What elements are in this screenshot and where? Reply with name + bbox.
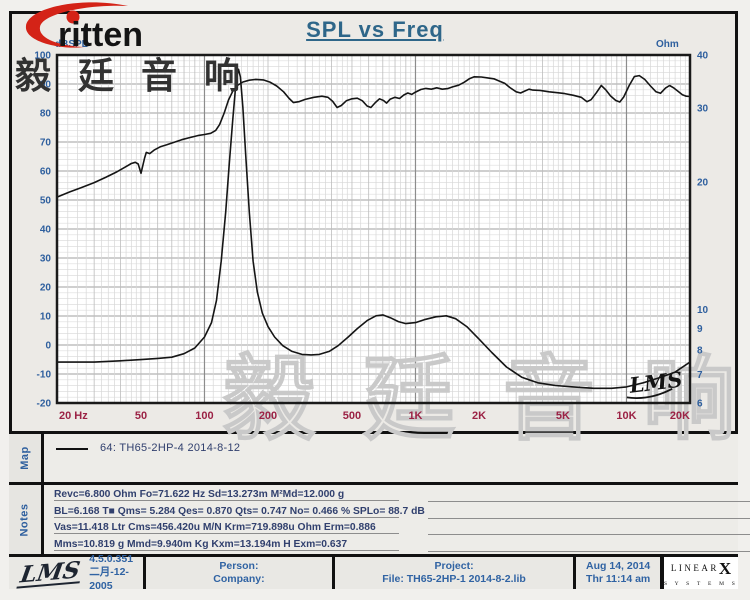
person-company-cell: Person: Company: [146, 557, 335, 589]
svg-text:100: 100 [34, 51, 51, 62]
svg-text:dBSPL: dBSPL [55, 39, 88, 50]
page-title: SPL vs Freq [306, 17, 444, 42]
svg-text:-10: -10 [37, 370, 52, 381]
linearx-wordmark: LINEAR X [671, 558, 731, 579]
svg-text:9: 9 [697, 324, 703, 335]
svg-text:60: 60 [40, 167, 52, 178]
notes-section: Notes Revc=6.800 Ohm Fo=71.622 Hz Sd=13.… [9, 482, 750, 556]
svg-text:20 Hz: 20 Hz [59, 410, 88, 422]
svg-text:7: 7 [697, 370, 703, 381]
lms-version-cell: LMS 4.5.0.351 二月-12-2005 [9, 553, 147, 592]
note-text: Revc=6.800 Ohm Fo=71.622 Hz Sd=13.273m M… [54, 489, 399, 501]
map-label-text: Map [19, 446, 31, 470]
note-text: BL=6.168 T■ Qms= 5.284 Qes= 0.870 Qts= 0… [54, 505, 425, 518]
note-row: Vas=11.418 Ltr Cms=456.420u M/N Krm=719.… [44, 522, 750, 539]
svg-text:20K: 20K [670, 410, 690, 422]
svg-text:20: 20 [697, 178, 709, 189]
date-time-cell: Aug 14, 2014 Thr 11:14 am [576, 557, 663, 589]
company-label: Company: [213, 573, 265, 585]
svg-text:10: 10 [40, 312, 52, 323]
notes-lines: Revc=6.800 Ohm Fo=71.622 Hz Sd=13.273m M… [44, 489, 750, 556]
linearx-logo: LINEAR X S Y S T E M S [663, 557, 739, 589]
linearx-word: LINEAR [670, 563, 719, 574]
svg-text:90: 90 [40, 80, 52, 91]
person-label: Person: [219, 559, 259, 572]
cjk-watermark-dark: 毅廷音响 [15, 55, 268, 96]
linearx-x: X [718, 559, 732, 579]
svg-text:100: 100 [195, 410, 213, 422]
note-underline [428, 539, 750, 552]
svg-text:50: 50 [40, 196, 52, 207]
svg-text:2K: 2K [472, 410, 486, 422]
svg-text:10: 10 [697, 305, 709, 316]
svg-text:1K: 1K [408, 410, 422, 422]
linearx-systems: S Y S T E M S [664, 580, 739, 587]
svg-text:毅廷音响: 毅廷音响 [223, 349, 750, 451]
app-version: 4.5.0.351 [89, 553, 134, 566]
app-version-date: 二月-12-2005 [89, 566, 129, 592]
svg-text:6: 6 [697, 399, 703, 410]
note-row: BL=6.168 T■ Qms= 5.284 Qes= 0.870 Qts= 0… [44, 505, 750, 523]
svg-text:40: 40 [40, 225, 52, 236]
note-row: Mms=10.819 g Mmd=9.940m Kg Kxm=13.194m H… [44, 539, 750, 556]
note-text: Vas=11.418 Ltr Cms=456.420u M/N Krm=719.… [54, 522, 399, 534]
map-legend-area: 64: TH65-2HP-4 2014-8-12 [44, 434, 738, 482]
svg-text:30: 30 [697, 103, 709, 114]
project-file-cell: Project: File: TH65-2HP-1 2014-8-2.lib [335, 557, 577, 589]
note-underline [428, 522, 750, 535]
svg-text:0: 0 [45, 341, 51, 352]
map-section-label: Map [9, 434, 44, 482]
note-underline [428, 506, 750, 519]
map-section: Map 64: TH65-2HP-4 2014-8-12 [9, 431, 738, 482]
notes-section-label: Notes [9, 485, 44, 554]
brand-text: ritten [58, 16, 143, 54]
note-row: Revc=6.800 Ohm Fo=71.622 Hz Sd=13.273m M… [44, 489, 750, 506]
notes-label-text: Notes [19, 502, 31, 537]
file-name: File: TH65-2HP-1 2014-8-2.lib [382, 573, 526, 585]
legend-line-swatch [56, 448, 88, 450]
lms-logo: LMS [16, 556, 84, 589]
svg-text:50: 50 [135, 410, 147, 422]
svg-text:80: 80 [40, 109, 52, 120]
svg-text:40: 40 [697, 51, 709, 62]
svg-text:5K: 5K [556, 410, 570, 422]
project-label: Project: [434, 559, 474, 572]
svg-text:500: 500 [343, 410, 361, 422]
svg-text:10K: 10K [616, 410, 636, 422]
svg-text:Ohm: Ohm [656, 39, 679, 50]
footer-bar: LMS 4.5.0.351 二月-12-2005 Person: Company… [9, 553, 739, 592]
svg-text:70: 70 [40, 138, 52, 149]
note-underline [428, 489, 750, 502]
report-time: Thr 11:14 am [586, 573, 651, 585]
svg-text:20: 20 [40, 283, 52, 294]
svg-text:200: 200 [259, 410, 277, 422]
report-date: Aug 14, 2014 [586, 559, 651, 572]
svg-text:30: 30 [40, 254, 52, 265]
logo-dot-icon [66, 10, 80, 24]
swoosh-shape [25, 2, 128, 48]
brand-logo: ritten [10, 0, 210, 58]
legend-entry: 64: TH65-2HP-4 2014-8-12 [100, 442, 241, 454]
svg-text:8: 8 [697, 346, 703, 357]
note-text: Mms=10.819 g Mmd=9.940m Kg Kxm=13.194m H… [54, 539, 399, 551]
svg-text:-20: -20 [37, 399, 52, 410]
brand-swoosh-icon: ritten [25, 2, 143, 54]
